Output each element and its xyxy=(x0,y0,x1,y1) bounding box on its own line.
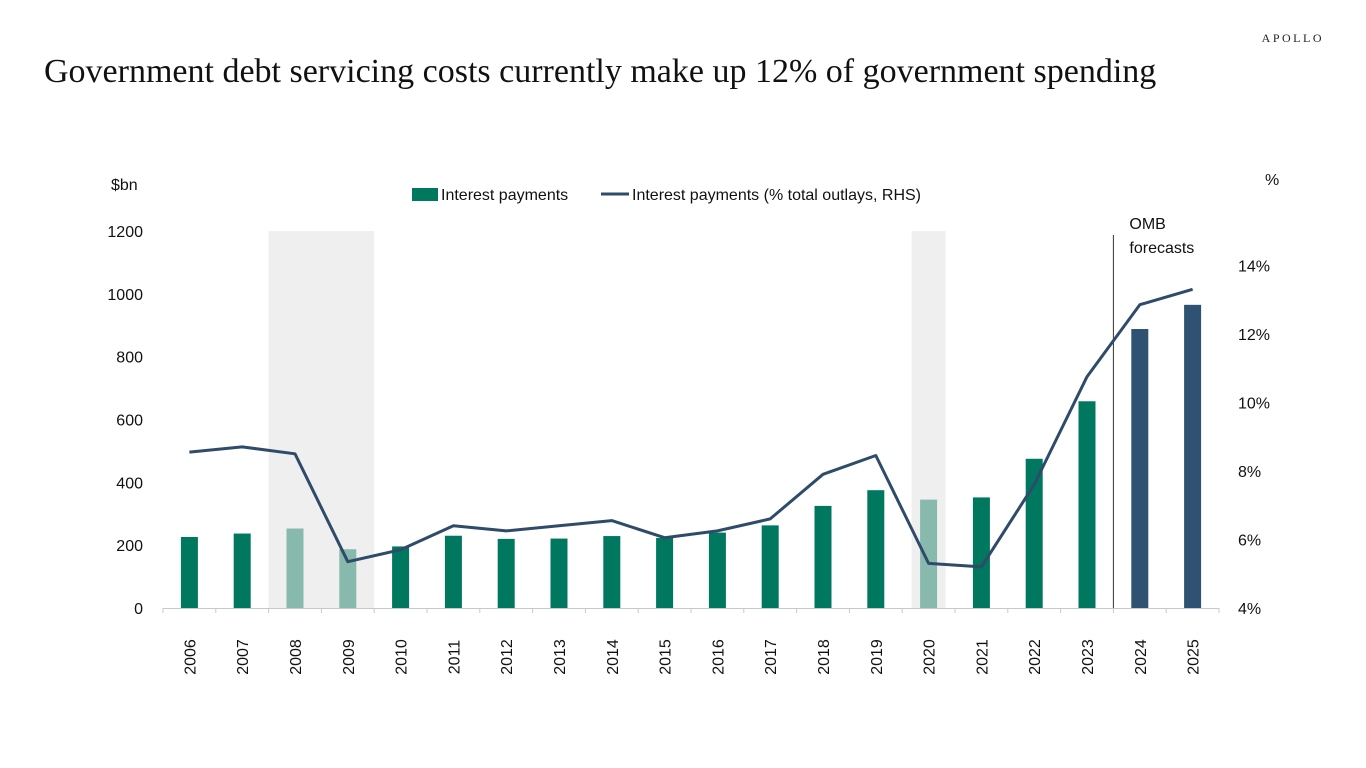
x-tick-2019: 2019 xyxy=(869,639,886,675)
y-left-tick-0: 0 xyxy=(134,601,143,618)
y-right-tick-6: 6% xyxy=(1238,532,1261,549)
bar-2012 xyxy=(497,538,515,608)
x-tick-2007: 2007 xyxy=(235,639,252,675)
bar-2008 xyxy=(286,528,304,608)
x-tick-2022: 2022 xyxy=(1027,639,1044,675)
y-right-tick-10: 10% xyxy=(1238,395,1270,412)
x-tick-2011: 2011 xyxy=(446,640,463,675)
x-tick-2010: 2010 xyxy=(394,639,411,675)
bar-2017 xyxy=(761,525,779,608)
y-left-label: $bn xyxy=(111,177,138,194)
x-tick-2020: 2020 xyxy=(922,639,939,675)
legend-swatch-bar xyxy=(412,188,438,201)
bar-2025 xyxy=(1184,304,1202,608)
y-right-tick-8: 8% xyxy=(1238,464,1261,481)
bar-2020 xyxy=(920,499,938,608)
x-tick-2012: 2012 xyxy=(499,639,516,675)
y-right-tick-12: 12% xyxy=(1238,327,1270,344)
y-left-tick-600: 600 xyxy=(116,413,143,430)
bar-series xyxy=(180,304,1202,608)
bar-2022 xyxy=(1025,458,1043,608)
recession-shading xyxy=(268,231,946,608)
line-series xyxy=(189,287,1194,569)
x-tick-2008: 2008 xyxy=(288,639,305,675)
bar-2016 xyxy=(708,532,726,608)
bar-2010 xyxy=(392,546,410,608)
y-left-tick-800: 800 xyxy=(116,350,143,367)
forecast-label-line1: OMB xyxy=(1129,216,1165,233)
x-tick-2025: 2025 xyxy=(1186,639,1203,675)
x-tick-2024: 2024 xyxy=(1133,639,1150,675)
bar-2009 xyxy=(339,549,357,608)
y-left-tick-1200: 1200 xyxy=(107,224,143,241)
y-right-tick-4: 4% xyxy=(1238,601,1261,618)
x-tick-2009: 2009 xyxy=(341,639,358,675)
x-tick-2016: 2016 xyxy=(710,639,727,675)
bar-2007 xyxy=(233,533,251,608)
x-tick-2013: 2013 xyxy=(552,639,569,675)
bar-2021 xyxy=(972,497,990,608)
tick-labels: OMB forecasts 0 200 400 600 800 1000 1200 $bn 4% 6%… xyxy=(107,172,1279,675)
legend-label-bar: Interest payments xyxy=(441,187,568,204)
y-left-tick-1000: 1000 xyxy=(107,287,143,304)
bar-2024 xyxy=(1131,329,1149,608)
recession-band-1 xyxy=(268,231,375,608)
x-tick-2023: 2023 xyxy=(1080,639,1097,675)
bar-2006 xyxy=(180,536,198,608)
axes xyxy=(162,235,1220,613)
x-tick-2006: 2006 xyxy=(182,639,199,675)
bar-2014 xyxy=(603,536,621,608)
bar-2019 xyxy=(867,490,885,608)
line-interest-pct xyxy=(189,287,1194,569)
x-tick-2018: 2018 xyxy=(816,639,833,675)
bar-2018 xyxy=(814,505,832,608)
y-left-tick-200: 200 xyxy=(116,538,143,555)
x-tick-2021: 2021 xyxy=(974,639,991,675)
legend: Interest payments Interest payments (% to… xyxy=(412,187,921,204)
bar-2015 xyxy=(656,537,674,608)
bar-2011 xyxy=(444,535,462,608)
chart-title: Government debt servicing costs currentl… xyxy=(44,53,1157,90)
bar-2013 xyxy=(550,538,568,608)
y-right-tick-14: 14% xyxy=(1238,258,1270,275)
y-right-label: % xyxy=(1265,172,1279,189)
legend-label-line: Interest payments (% total outlays, RHS) xyxy=(632,187,921,204)
y-left-tick-400: 400 xyxy=(116,475,143,492)
x-tick-2015: 2015 xyxy=(658,639,675,675)
x-tick-2017: 2017 xyxy=(763,639,780,675)
forecast-label-line2: forecasts xyxy=(1129,240,1194,257)
brand-logo: APOLLO xyxy=(1261,31,1324,45)
x-tick-2014: 2014 xyxy=(605,639,622,675)
bar-2023 xyxy=(1078,401,1096,608)
